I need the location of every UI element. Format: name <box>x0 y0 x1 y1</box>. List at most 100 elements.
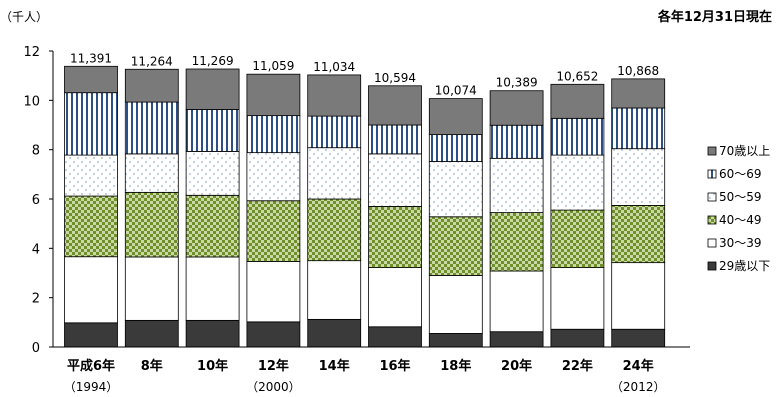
unit-label: （千人） <box>0 10 48 24</box>
bar-segment <box>368 124 422 155</box>
bar-segment <box>64 322 118 348</box>
bar-segment <box>611 328 666 348</box>
bar-segment <box>246 200 301 262</box>
legend-label: 30～39 <box>719 236 762 250</box>
bar-segment <box>368 85 422 126</box>
legend-label: 40～49 <box>719 213 762 227</box>
x-tick-label: 18年 <box>440 358 471 374</box>
legend-swatch <box>707 169 717 179</box>
x-tick-label: 24年 <box>623 358 654 374</box>
bar-segment <box>307 260 362 320</box>
total-label: 11,391 <box>70 51 112 65</box>
legend-swatch <box>707 192 717 202</box>
y-tick-label: 2 <box>32 292 40 307</box>
y-tick-label: 6 <box>32 193 40 208</box>
bar-segment <box>246 152 301 202</box>
bars <box>64 65 666 348</box>
bar-segment <box>64 256 118 324</box>
bar-segment <box>64 92 118 156</box>
bar-segment <box>611 78 666 109</box>
bar-segment <box>307 74 362 117</box>
bar-segment <box>550 328 605 348</box>
x-sub-label: （2012） <box>611 380 666 394</box>
bar-segment <box>550 154 605 211</box>
bar-segment <box>185 150 240 196</box>
total-label: 10,652 <box>556 69 598 83</box>
bar-segment <box>185 194 240 258</box>
legend-label: 60～69 <box>719 167 762 181</box>
bar-segment <box>246 115 301 154</box>
y-tick-label: 12 <box>23 45 40 60</box>
bar-segment <box>124 153 179 193</box>
y-tick-label: 10 <box>23 94 40 109</box>
bar-segment <box>368 326 422 348</box>
x-tick-label: 16年 <box>379 358 410 374</box>
x-sub-label: （1994） <box>64 380 119 394</box>
bar-segment <box>550 267 605 330</box>
legend-label: 70歳以上 <box>719 144 770 158</box>
x-tick-label: 10年 <box>197 358 228 374</box>
bar-segment <box>550 83 605 119</box>
bar-segment <box>185 109 240 152</box>
x-tick-label: 20年 <box>501 358 532 374</box>
legend-label: 50～59 <box>719 190 762 204</box>
bar-segment <box>307 115 362 149</box>
bar-segment <box>124 191 179 258</box>
bar-segment <box>246 73 301 117</box>
bar-segment <box>428 333 483 348</box>
bar-segment <box>124 319 179 348</box>
bar-segment <box>489 124 544 159</box>
legend: 70歳以上 60～69 50～59 40～49 30～39 29歳以下 <box>707 144 770 273</box>
bar-segment <box>611 205 666 264</box>
total-label: 10,074 <box>435 84 477 98</box>
total-label: 10,868 <box>617 64 659 78</box>
bar-segment <box>489 157 544 213</box>
bar-segment <box>246 321 301 348</box>
y-tick-label: 8 <box>32 144 40 159</box>
bar-segment <box>611 262 666 330</box>
bar-segment <box>246 261 301 323</box>
y-axis: 0 2 4 6 8 10 12 <box>23 45 54 356</box>
bar-segment <box>428 216 483 276</box>
total-label: 11,269 <box>192 54 234 68</box>
legend-swatch <box>707 238 717 248</box>
y-tick-label: 0 <box>32 341 40 356</box>
date-note: 各年12月31日現在 <box>657 9 772 25</box>
bar-segment <box>368 153 422 207</box>
x-tick-label: 8年 <box>141 358 163 374</box>
x-sub-label: （2000） <box>246 380 301 394</box>
bar-segment <box>124 256 179 321</box>
bar-segment <box>611 107 666 150</box>
x-tick-label: 14年 <box>319 358 350 374</box>
bar-segment <box>489 270 544 333</box>
bar-segment <box>124 101 179 155</box>
x-tick-label: 22年 <box>562 358 593 374</box>
bar-segment <box>611 148 666 206</box>
bar-segment <box>124 68 179 103</box>
bar-segment <box>64 195 118 258</box>
bar-segment <box>307 318 362 348</box>
x-axis: 平成6年 （1994） 8年 10年 12年 （2000） 14年 16年 18年 20年 22年 2… <box>53 346 690 394</box>
total-label: 10,389 <box>496 76 538 90</box>
bar-segment <box>550 209 605 268</box>
total-label: 11,059 <box>252 59 294 73</box>
bar-segment <box>64 65 118 94</box>
bar-segment <box>307 147 362 200</box>
bar-segment <box>428 275 483 334</box>
x-tick-label: 12年 <box>258 358 289 374</box>
bar-segment <box>428 98 483 136</box>
legend-swatch <box>707 261 717 271</box>
total-label: 11,034 <box>313 60 355 74</box>
bar-segment <box>489 90 544 126</box>
bar-segment <box>64 154 118 197</box>
bar-segment <box>489 212 544 272</box>
legend-label: 29歳以下 <box>719 259 770 273</box>
bar-segment <box>428 134 483 162</box>
x-tick-label: 平成6年 <box>67 358 115 374</box>
bar-segment <box>428 161 483 218</box>
legend-swatch <box>707 215 717 225</box>
bar-segment <box>368 205 422 268</box>
legend-swatch <box>707 146 717 156</box>
bar-segment <box>307 198 362 262</box>
